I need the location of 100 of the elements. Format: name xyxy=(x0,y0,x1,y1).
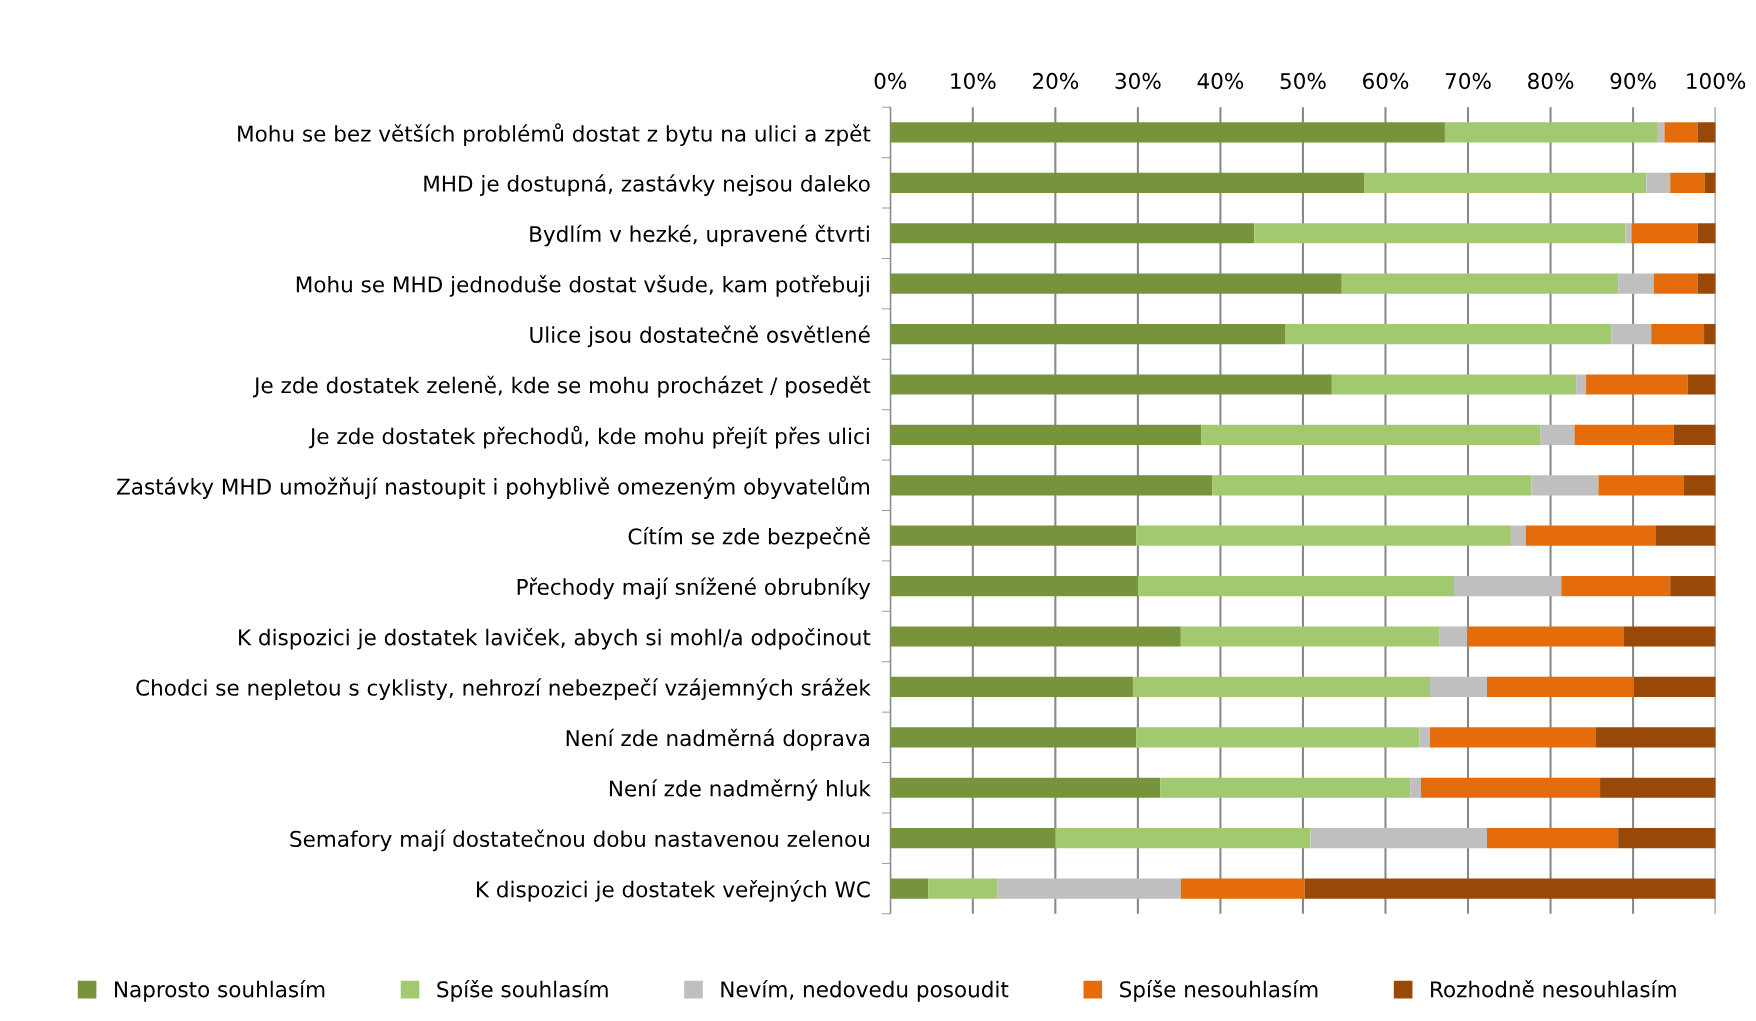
bar xyxy=(1304,878,1716,899)
bar xyxy=(1487,828,1619,849)
bar xyxy=(1618,273,1654,294)
bar xyxy=(1633,676,1716,698)
y-tick-label: Je zde dostatek přechodů, kde mohu přejít přes ulici xyxy=(308,425,869,449)
x-tick-label: 60% xyxy=(1363,72,1409,90)
x-tick-label: 50% xyxy=(1280,72,1326,90)
bar xyxy=(1595,727,1716,748)
bar xyxy=(1136,525,1511,546)
bar xyxy=(1673,424,1716,445)
x-tick-label: 30% xyxy=(1115,72,1161,90)
bar xyxy=(1201,424,1541,445)
bar xyxy=(1285,323,1612,345)
bar xyxy=(890,323,1286,345)
legend-label: Spíše nesouhlasím xyxy=(1120,979,1318,1002)
x-tick-label: 90% xyxy=(1610,72,1656,90)
bar xyxy=(1453,576,1562,597)
bar xyxy=(1467,626,1624,647)
bar xyxy=(890,828,1056,849)
bar xyxy=(1137,576,1454,597)
bar xyxy=(1618,828,1716,849)
x-tick-label: 40% xyxy=(1197,72,1244,90)
bar xyxy=(1430,727,1596,748)
bar xyxy=(1574,424,1674,445)
bar xyxy=(890,878,929,899)
y-tick-label: Není zde nadměrná doprava xyxy=(566,728,869,751)
bar xyxy=(1055,828,1311,849)
bar xyxy=(1683,475,1716,496)
bar xyxy=(1697,122,1716,143)
bar xyxy=(1531,475,1599,496)
legend-label: Spíše souhlasím xyxy=(437,979,608,1002)
bar xyxy=(1651,323,1705,345)
legend-label: Rozhodně nesouhlasím xyxy=(1431,979,1676,998)
bar xyxy=(1540,424,1575,445)
bar xyxy=(1586,374,1688,395)
x-tick-label: 70% xyxy=(1445,72,1491,90)
bar xyxy=(1697,273,1716,294)
bar xyxy=(1310,828,1487,849)
y-tick-label: Cítím se zde bezpečně xyxy=(628,527,870,549)
bar xyxy=(1487,676,1634,698)
bar xyxy=(890,525,1137,546)
y-tick-label: MHD je dostupná, zastávky nejsou daleko xyxy=(424,174,870,196)
y-tick-label: Bydlím v hezké, upravené čtvrti xyxy=(530,224,869,247)
bar xyxy=(890,223,1255,244)
bar xyxy=(1670,576,1716,597)
bar xyxy=(1611,323,1652,345)
bar xyxy=(1160,777,1411,798)
bar xyxy=(890,576,1138,597)
bar xyxy=(890,626,1181,647)
bar xyxy=(1525,525,1656,546)
bar xyxy=(890,172,1365,193)
y-tick-label: Mohu se bez větších problémů dostat z bytu na ulici a zpět xyxy=(238,123,871,147)
bar xyxy=(1410,777,1421,798)
bar xyxy=(1341,273,1619,294)
y-tick-label: Není zde nadměrný hluk xyxy=(609,779,871,801)
y-tick-label: Je zde dostatek zeleně, kde se mohu procházet / posedět xyxy=(252,375,871,398)
y-tick-label: Mohu se MHD jednoduše dostat všude, kam potřebuji xyxy=(296,275,869,297)
bar xyxy=(1657,122,1665,143)
bar xyxy=(1646,172,1671,193)
bar xyxy=(1180,878,1305,899)
bar xyxy=(1510,525,1526,546)
bar xyxy=(890,777,1161,798)
y-tick-label: Přechody mají snížené obrubníky xyxy=(517,577,871,600)
x-tick-label: 0% xyxy=(874,72,907,90)
x-tick-label: 100% xyxy=(1687,72,1746,90)
bar xyxy=(1212,475,1532,496)
bar xyxy=(1664,122,1698,143)
x-tick-label: 10% xyxy=(951,72,996,90)
bar xyxy=(1600,777,1716,798)
bar xyxy=(890,424,1202,445)
bar xyxy=(1331,374,1577,395)
bar xyxy=(1704,172,1716,193)
bar xyxy=(1132,676,1431,698)
bar xyxy=(928,878,998,899)
bar xyxy=(1364,172,1647,193)
bar xyxy=(890,676,1133,698)
y-tick-label: Chodci se nepletou s cyklisty, nehrozí nebezpečí vzájemných srážek xyxy=(136,678,871,701)
bar xyxy=(1419,727,1431,748)
bar xyxy=(1653,273,1698,294)
legend-label: Naprosto souhlasím xyxy=(115,979,325,1002)
y-tick-label: Semafory mají dostatečnou dobu nastavenou zelenou xyxy=(290,829,869,852)
bar xyxy=(1576,374,1587,395)
y-tick-label: K dispozici je dostatek laviček, abych si mohl/a odpočinout xyxy=(239,627,871,650)
bar xyxy=(890,374,1332,395)
bar xyxy=(890,273,1342,294)
bar xyxy=(1598,475,1684,496)
y-tick-label: Ulice jsou dostatečně osvětlené xyxy=(530,325,870,348)
x-tick-label: 80% xyxy=(1528,72,1574,90)
bar xyxy=(1631,223,1698,244)
bar xyxy=(1704,323,1716,345)
bar xyxy=(1697,223,1716,244)
bar xyxy=(1439,626,1468,647)
bar xyxy=(1254,223,1626,244)
bar xyxy=(1670,172,1705,193)
bar xyxy=(997,878,1181,899)
bar xyxy=(890,727,1137,748)
bar xyxy=(1561,576,1671,597)
bar xyxy=(890,475,1213,496)
y-tick-label: Zastávky MHD umožňují nastoupit i pohyblivě omezeným obyvatelům xyxy=(117,476,870,499)
y-tick-label: K dispozici je dostatek veřejných WC xyxy=(477,879,870,902)
